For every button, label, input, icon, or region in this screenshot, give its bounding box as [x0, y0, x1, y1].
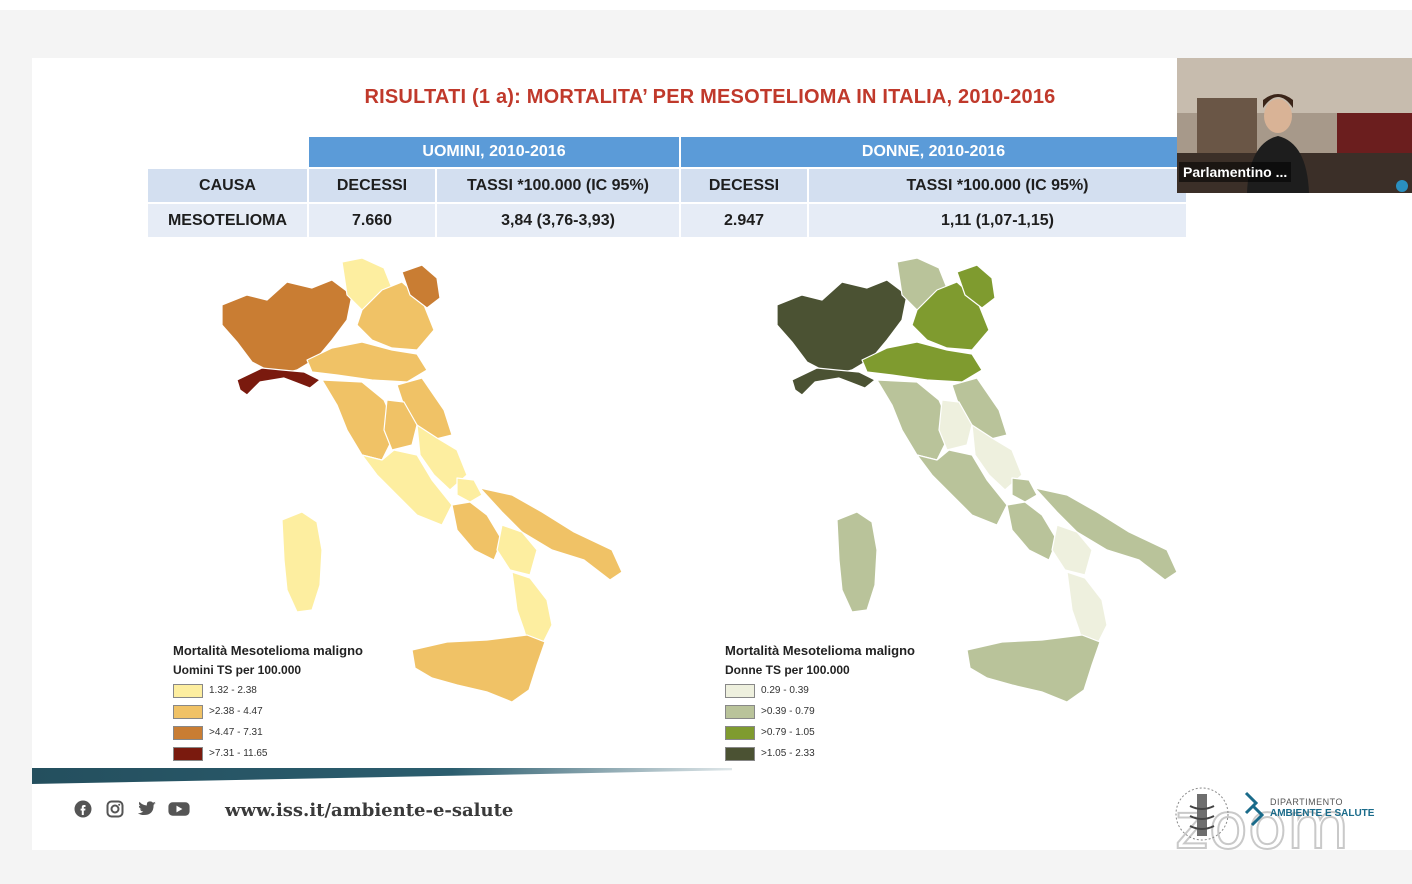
legend-item: >4.47 - 7.31: [173, 725, 363, 740]
header-deaths-men: DECESSI: [309, 169, 435, 202]
legend-swatch: [725, 746, 755, 761]
legend-swatch: [173, 683, 203, 698]
region-friuli: [401, 264, 441, 309]
italy-map-women: [767, 250, 1217, 654]
top-band: [0, 0, 1412, 10]
legend-item: >7.31 - 11.65: [173, 746, 363, 761]
cell-deaths-men: 7.660: [309, 204, 435, 237]
italy-map-men: [212, 250, 662, 654]
header-rates-women: TASSI *100.000 (IC 95%): [809, 169, 1186, 202]
legend-label: >7.31 - 11.65: [209, 748, 268, 759]
legend-item: >0.79 - 1.05: [725, 725, 915, 740]
legend-item: >2.38 - 4.47: [173, 704, 363, 719]
legend-women-title: Mortalità Mesotelioma maligno: [725, 643, 915, 658]
italy-map-men-sicily: [411, 634, 546, 703]
group-header-men: UOMINI, 2010-2016: [309, 137, 679, 167]
table-corner: [148, 137, 307, 167]
participant-video-tile[interactable]: Parlamentino ...: [1177, 58, 1412, 193]
legend-label: 1.32 - 2.38: [209, 685, 257, 696]
header-cause: CAUSA: [148, 169, 307, 202]
region-umbria: [938, 399, 973, 451]
legend-label: >0.39 - 0.79: [761, 706, 815, 717]
region-molise: [456, 477, 483, 503]
table-row: MESOTELIOMA 7.660 3,84 (3,76-3,93) 2.947…: [148, 204, 1186, 237]
footer-url[interactable]: www.iss.it/ambiente-e-salute: [225, 800, 514, 821]
legend-men: Mortalità Mesotelioma maligno Uomini TS …: [173, 643, 363, 761]
legend-item: >0.39 - 0.79: [725, 704, 915, 719]
header-rates-men: TASSI *100.000 (IC 95%): [437, 169, 679, 202]
region-nw: [221, 279, 353, 376]
legend-swatch: [173, 704, 203, 719]
legend-label: >4.47 - 7.31: [209, 727, 263, 738]
region-campania: [1006, 501, 1058, 561]
legend-swatch: [725, 683, 755, 698]
cell-rates-women: 1,11 (1,07-1,15): [809, 204, 1186, 237]
participant-name-label: Parlamentino ...: [1179, 162, 1292, 182]
dept-line-2: AMBIENTE E SALUTE: [1270, 808, 1375, 819]
dept-logo-text: DIPARTIMENTO AMBIENTE E SALUTE: [1270, 796, 1374, 820]
youtube-icon[interactable]: [168, 798, 190, 820]
facebook-icon[interactable]: [72, 798, 94, 820]
dept-logo-icon: [1244, 791, 1265, 827]
slide-title: RISULTATI (1 a): MORTALITA’ PER MESOTELI…: [364, 86, 1056, 108]
results-table: UOMINI, 2010-2016 DONNE, 2010-2016 CAUSA…: [146, 135, 1188, 239]
social-icons: [72, 798, 190, 820]
cell-rates-men: 3,84 (3,76-3,93): [437, 204, 679, 237]
region-umbria: [383, 399, 418, 451]
region-nw: [776, 279, 908, 376]
region-puglia: [479, 487, 623, 581]
region-basilicata: [1051, 524, 1093, 576]
header-deaths-women: DECESSI: [681, 169, 807, 202]
instagram-icon[interactable]: [104, 798, 126, 820]
region-sardinia: [281, 511, 323, 613]
cell-deaths-women: 2.947: [681, 204, 807, 237]
legend-label: >0.79 - 1.05: [761, 727, 815, 738]
legend-label: 0.29 - 0.39: [761, 685, 809, 696]
footer-band: [32, 768, 732, 784]
legend-men-title: Mortalità Mesotelioma maligno: [173, 643, 363, 658]
region-liguria: [791, 367, 876, 396]
region-liguria: [236, 367, 321, 396]
twitter-icon[interactable]: [136, 798, 158, 820]
region-basilicata: [496, 524, 538, 576]
legend-swatch: [725, 704, 755, 719]
legend-men-subtitle: Uomini TS per 100.000: [173, 663, 302, 677]
region-molise: [1011, 477, 1038, 503]
legend-item: 0.29 - 0.39: [725, 683, 915, 698]
region-emilia: [861, 341, 983, 383]
group-header-women: DONNE, 2010-2016: [681, 137, 1186, 167]
legend-swatch: [725, 725, 755, 740]
italy-map-women-sicily: [966, 634, 1101, 703]
region-puglia: [1034, 487, 1178, 581]
region-sardinia: [836, 511, 878, 613]
legend-item: >1.05 - 2.33: [725, 746, 915, 761]
region-friuli: [956, 264, 996, 309]
region-emilia: [306, 341, 428, 383]
legend-label: >2.38 - 4.47: [209, 706, 263, 717]
iss-seal-logo: [1162, 786, 1242, 850]
legend-swatch: [173, 746, 203, 761]
legend-women-subtitle: Donne TS per 100.000: [725, 663, 850, 677]
dept-line-1: DIPARTIMENTO: [1270, 797, 1344, 807]
region-campania: [451, 501, 503, 561]
legend-item: 1.32 - 2.38: [173, 683, 363, 698]
legend-label: >1.05 - 2.33: [761, 748, 815, 759]
legend-women: Mortalità Mesotelioma maligno Donne TS p…: [725, 643, 915, 761]
cell-cause: MESOTELIOMA: [148, 204, 307, 237]
legend-swatch: [173, 725, 203, 740]
